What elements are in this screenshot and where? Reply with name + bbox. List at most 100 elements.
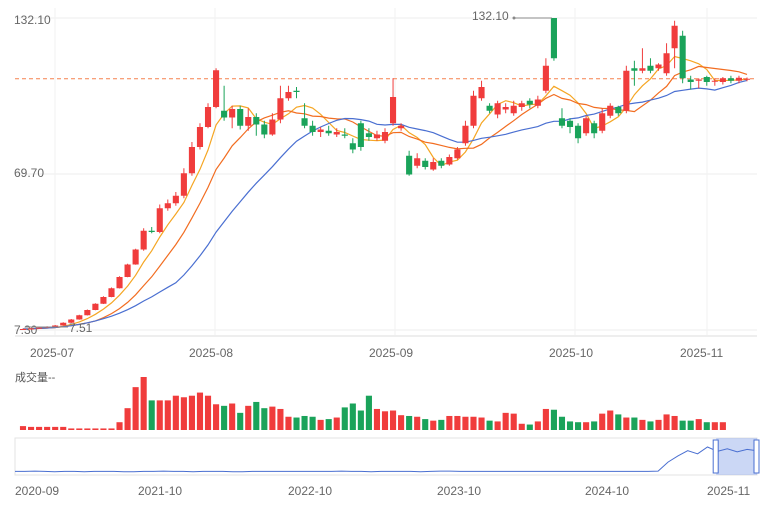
candle (502, 103, 509, 114)
candle-body (285, 92, 292, 99)
candle (381, 128, 389, 144)
candle-body (422, 160, 429, 167)
candle (132, 248, 139, 265)
volume-bar (44, 426, 51, 430)
candle (558, 108, 566, 129)
candle-body (52, 325, 59, 327)
volume-bar (237, 412, 244, 430)
candle-body (188, 147, 195, 174)
price-tick-label: 132.10 (14, 13, 51, 27)
candle (486, 103, 493, 114)
volume-bar (639, 419, 646, 430)
candle-body (164, 203, 171, 209)
candle (180, 168, 187, 199)
candle-body (623, 70, 630, 111)
candle (253, 113, 260, 136)
candle-body (711, 80, 718, 82)
candle-body (719, 78, 726, 82)
x-axis-labels: 2025-07 2025-08 2025-09 2025-10 2025-11 (30, 346, 723, 360)
candle (19, 328, 27, 330)
candle (462, 120, 469, 146)
candle (510, 100, 517, 116)
volume-bar (518, 423, 525, 430)
volume-bar (389, 410, 397, 430)
candle (607, 103, 614, 119)
volume-bar (285, 416, 292, 430)
volume-bar (188, 395, 195, 430)
volume-bar (454, 415, 461, 430)
volume-bar (719, 422, 726, 430)
overview-left-handle[interactable] (712, 439, 719, 474)
candle-body (671, 25, 678, 49)
volume-bar (229, 403, 236, 430)
candle (60, 322, 67, 326)
candle (446, 154, 453, 166)
volume-bar (550, 409, 557, 430)
candle-body (229, 109, 236, 118)
candle-body (389, 97, 397, 124)
candle-body (703, 77, 710, 82)
volume-bar (575, 422, 582, 430)
candle-body (615, 107, 622, 114)
candle (615, 105, 622, 116)
price-tick-label: 69.70 (14, 166, 44, 180)
overview-tick-label: 2023-10 (437, 484, 481, 498)
volume-bar (357, 410, 364, 430)
candle-body (566, 120, 574, 127)
candle (695, 78, 702, 89)
candle (639, 48, 646, 74)
candle-body (639, 68, 646, 71)
candle-body (663, 53, 670, 74)
overview-right-handle[interactable] (753, 439, 760, 474)
candle (398, 123, 405, 131)
candle (84, 309, 91, 316)
ma5-line (22, 55, 748, 330)
candle-body (518, 103, 525, 107)
candle (743, 77, 751, 82)
candle (438, 158, 445, 169)
volume-bar (478, 417, 485, 430)
volume-bar (124, 408, 131, 430)
overview-frame (14, 437, 758, 476)
volume-bar (494, 421, 501, 430)
overview-tick-label: 2021-10 (138, 484, 182, 498)
candle (333, 128, 340, 137)
volume-bar (671, 415, 678, 430)
overview-navigator[interactable] (14, 437, 760, 476)
x-tick-label: 2025-09 (369, 346, 413, 360)
candle-body (116, 277, 123, 289)
candle (542, 58, 549, 94)
candles (19, 18, 751, 330)
candle-body (454, 149, 461, 159)
x-tick-label: 2025-10 (549, 346, 593, 360)
volume-bar (309, 416, 316, 430)
max-price-marker: 132.10 (472, 9, 552, 23)
candle-body (446, 157, 453, 165)
candle-body (124, 264, 131, 277)
candle-body (575, 125, 582, 139)
candle (68, 319, 75, 323)
candle (156, 204, 163, 234)
volume-bar (703, 422, 710, 430)
candle (245, 108, 252, 131)
candle (494, 100, 501, 119)
candle-body (735, 77, 743, 81)
candle (647, 58, 654, 74)
volume-bar (172, 395, 179, 430)
volume-bar (623, 417, 630, 430)
volume-bar (647, 421, 654, 430)
candle (341, 128, 348, 139)
candle-body (526, 100, 533, 105)
candle-body (36, 327, 43, 329)
volume-bar (711, 422, 718, 430)
candle-body (92, 303, 99, 310)
volume-bar (591, 421, 598, 430)
volume-bar (164, 400, 171, 430)
volume-bar (510, 413, 517, 430)
candle-body (60, 322, 67, 326)
candle (422, 158, 429, 170)
candle (406, 150, 413, 176)
candle (687, 75, 694, 90)
candle-body (695, 79, 702, 81)
